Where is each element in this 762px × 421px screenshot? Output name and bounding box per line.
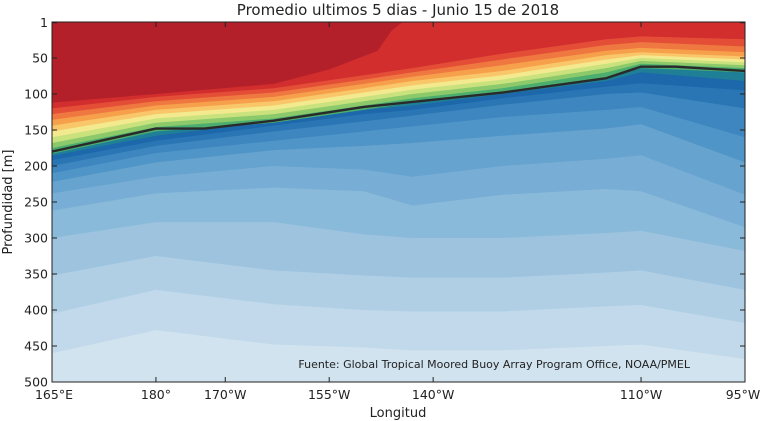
x-tick-label: 110°W xyxy=(620,387,662,402)
y-tick-label: 250 xyxy=(24,195,48,210)
y-tick-label: 300 xyxy=(24,231,48,246)
x-tick-label: 95°W xyxy=(726,387,761,402)
y-tick-label: 450 xyxy=(24,339,48,354)
y-tick-label: 50 xyxy=(32,51,48,66)
y-tick-label: 350 xyxy=(24,267,48,282)
x-tick-label: 165°E xyxy=(35,387,73,402)
chart-title: Promedio ultimos 5 dias - Junio 15 de 20… xyxy=(237,1,559,19)
x-axis: 165°E 180° 170°W 155°W 140°W 110°W 95°W xyxy=(35,22,760,402)
surface-warm-bands xyxy=(52,22,745,154)
isotherm-line xyxy=(52,65,745,153)
y-tick-label: 400 xyxy=(24,303,48,318)
x-tick-label: 155°W xyxy=(308,387,350,402)
warm-pool-core xyxy=(52,22,403,103)
x-tick-label: 170°W xyxy=(204,387,246,402)
x-tick-label: 180° xyxy=(141,387,171,402)
x-axis-label: Longitud xyxy=(370,406,427,421)
x-tick-label: 140°W xyxy=(412,387,454,402)
temperature-contours xyxy=(52,22,745,382)
y-tick-label: 500 xyxy=(24,375,48,390)
y-tick-label: 200 xyxy=(24,159,48,174)
y-tick-label: 100 xyxy=(24,87,48,102)
y-axis-label: Profundidad [m] xyxy=(1,150,16,255)
source-note: Fuente: Global Tropical Moored Buoy Arra… xyxy=(298,358,690,371)
y-tick-label: 1 xyxy=(40,15,48,30)
y-tick-label: 150 xyxy=(24,123,48,138)
